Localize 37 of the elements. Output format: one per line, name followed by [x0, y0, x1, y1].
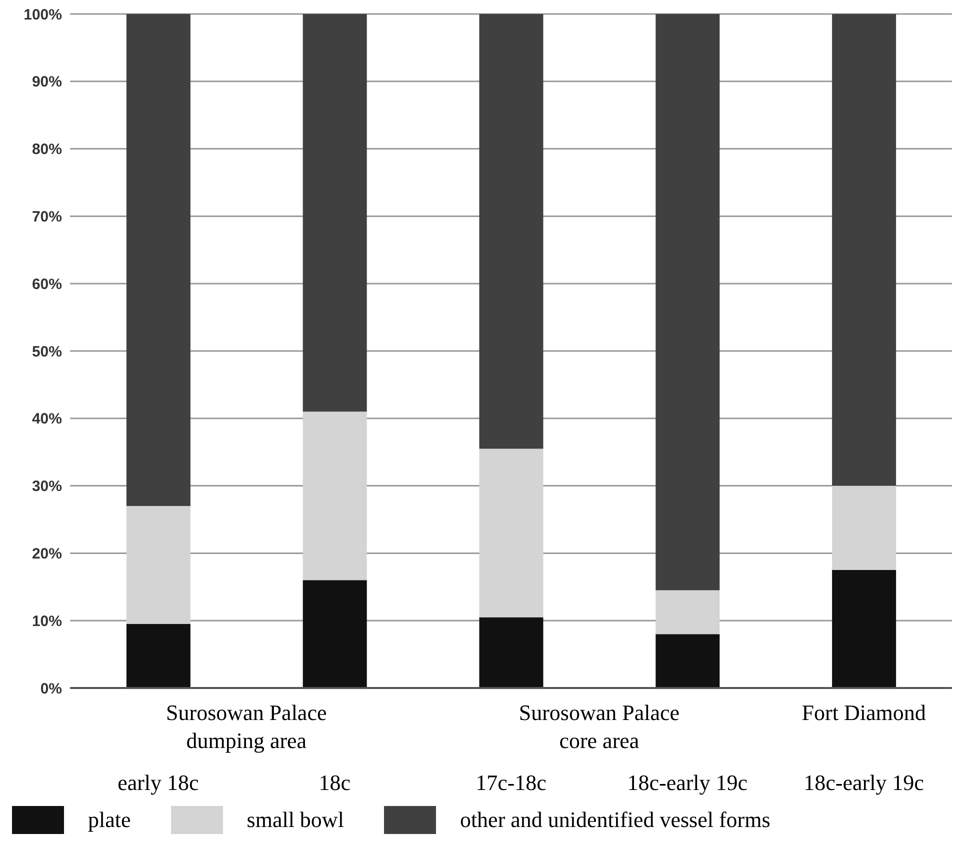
y-tick-label: 30%	[32, 478, 62, 496]
text: Surosowan Palace core area	[518, 700, 680, 753]
x-tick-label: 18c-early 19c	[804, 770, 924, 795]
y-tick-label: 80%	[32, 141, 62, 158]
legend-label: small bowl	[246, 807, 344, 833]
bar	[656, 590, 720, 634]
y-tick-label: 40%	[32, 410, 62, 428]
y-tick-label: 60%	[32, 276, 62, 293]
y-tick-label: 70%	[32, 208, 62, 226]
y-tick-label: 0%	[40, 680, 62, 698]
bar	[832, 570, 896, 688]
bar	[126, 14, 190, 506]
x-tick-label: 18c-early 19c	[627, 770, 748, 795]
text: Fort Diamond	[802, 700, 926, 725]
bar	[656, 14, 720, 590]
bar	[302, 14, 367, 412]
legend-label: other and unidentified vessel forms	[460, 807, 770, 833]
bar	[126, 624, 190, 688]
y-tick-label: 90%	[32, 74, 62, 91]
bar	[126, 506, 190, 624]
bar	[656, 634, 720, 688]
text: Surosowan Palace dumping area	[166, 700, 327, 753]
y-tick-label: 20%	[32, 546, 62, 563]
bar	[832, 14, 896, 486]
bar	[479, 14, 544, 449]
bar	[302, 412, 367, 580]
x-tick-label: early 18c	[118, 770, 200, 795]
bar	[832, 486, 896, 570]
y-tick-label: 10%	[32, 612, 62, 630]
x-tick-label: 18c	[318, 770, 351, 795]
bar	[479, 448, 544, 618]
bar	[479, 617, 544, 688]
y-tick-label: 100%	[24, 6, 62, 24]
bar	[302, 580, 367, 688]
y-tick-label: 50%	[32, 343, 62, 360]
x-tick-label: 17c-18c	[476, 770, 547, 795]
legend-label: plate	[88, 807, 131, 833]
